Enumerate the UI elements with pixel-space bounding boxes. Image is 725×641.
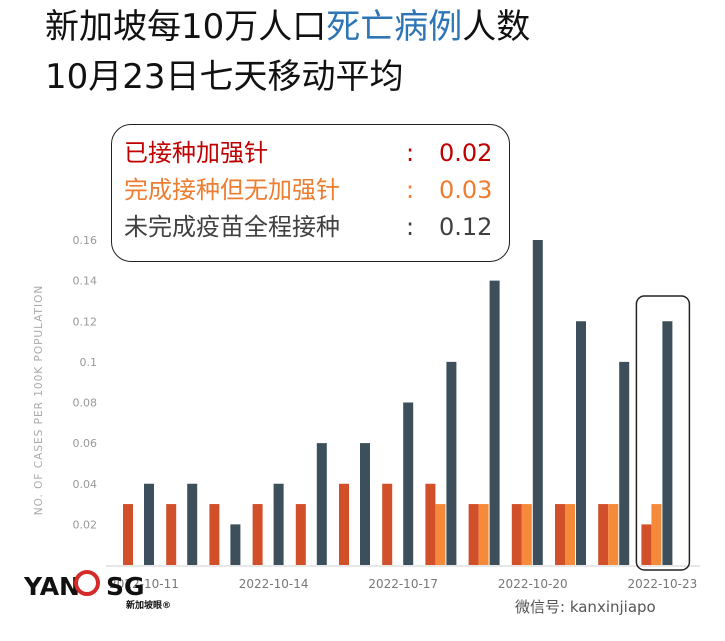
title-part-a: 新加坡每10万人口 [45,7,327,47]
bar-no-booster [651,504,662,565]
bar-unvaccinated [360,443,370,565]
bar-booster [339,483,349,565]
x-tick-label: 2022-10-14 [239,577,309,591]
bar-unvaccinated [273,483,284,565]
legend-colon-no-booster: : [406,176,415,204]
legend-label-booster: 已接种加强针 [124,139,268,167]
logo-text-left: YAN [24,572,80,601]
bar-unvaccinated [662,321,673,565]
legend-row-unvaccinated: 未完成疫苗全程接种 : 0.12 [124,209,509,246]
bar-unvaccinated [619,361,630,565]
bar-booster [382,483,393,565]
chart-title-line1: 新加坡每10万人口死亡病例人数 [45,6,530,48]
bar-unvaccinated [532,240,543,565]
bar-booster [641,524,652,565]
title-part-b: 人数 [462,7,531,47]
bar-unvaccinated [144,483,154,565]
x-tick-label: 2022-10-11 [109,577,179,591]
bar-no-booster [565,504,575,565]
y-tick-label: 0.14 [73,275,98,288]
logo-text-right: SG [106,572,145,601]
y-tick-label: 0.06 [73,437,98,450]
bar-booster [123,504,133,565]
title-highlight: 死亡病例 [326,7,463,47]
bar-no-booster [608,504,619,565]
legend-value-no-booster: 0.03 [439,176,493,204]
legend-colon-booster: : [406,139,415,167]
bar-unvaccinated [187,483,198,565]
legend-colon-unvaccinated: : [406,213,415,241]
y-tick-label: 0.08 [73,397,98,410]
legend-row-no-booster: 完成接种但无加强针 : 0.03 [124,172,509,209]
y-axis-label: NO. OF CASES PER 100K POPULATION [33,285,45,515]
x-tick-label: 2022-10-23 [628,577,698,591]
x-tick-label: 2022-10-17 [368,577,438,591]
bar-booster [555,504,565,565]
bar-no-booster [435,504,446,565]
bar-unvaccinated [403,402,414,565]
y-tick-label: 0.16 [73,234,98,247]
legend-label-unvaccinated: 未完成疫苗全程接种 [124,213,340,241]
bar-no-booster [478,504,489,565]
bar-booster [252,504,263,565]
bar-booster [598,504,609,565]
y-tick-label: 0.1 [80,356,98,369]
legend-row-booster: 已接种加强针 : 0.02 [124,135,509,172]
bar-unvaccinated [489,280,500,565]
bar-unvaccinated [446,361,457,565]
legend-box: 已接种加强针 : 0.02 完成接种但无加强针 : 0.03 未完成疫苗全程接种… [111,124,510,262]
bar-booster [295,504,306,565]
legend-value-unvaccinated: 0.12 [439,213,493,241]
legend-label-no-booster: 完成接种但无加强针 [124,176,340,204]
y-tick-label: 0.04 [73,478,98,491]
logo-ring-icon [74,570,100,596]
bar-unvaccinated [230,524,241,565]
bar-unvaccinated [316,443,327,565]
y-tick-label: 0.12 [73,315,98,328]
y-tick-label: 0.02 [73,518,98,531]
wechat-watermark: 微信号: kanxinjiapo [515,598,656,616]
bar-booster [209,504,220,565]
bar-booster [468,504,479,565]
bar-booster [511,504,522,565]
chart-title-line2: 10月23日七天移动平均 [45,57,404,97]
yansg-logo: YAN SG 新加坡眼® [8,570,198,618]
highlight-box [635,295,691,571]
x-tick-label: 2022-10-20 [498,577,568,591]
logo-subtext: 新加坡眼® [126,601,172,611]
bar-unvaccinated [576,321,586,565]
bar-booster [425,483,436,565]
bar-booster [166,504,177,565]
legend-value-booster: 0.02 [439,139,493,167]
bar-no-booster [521,504,532,565]
